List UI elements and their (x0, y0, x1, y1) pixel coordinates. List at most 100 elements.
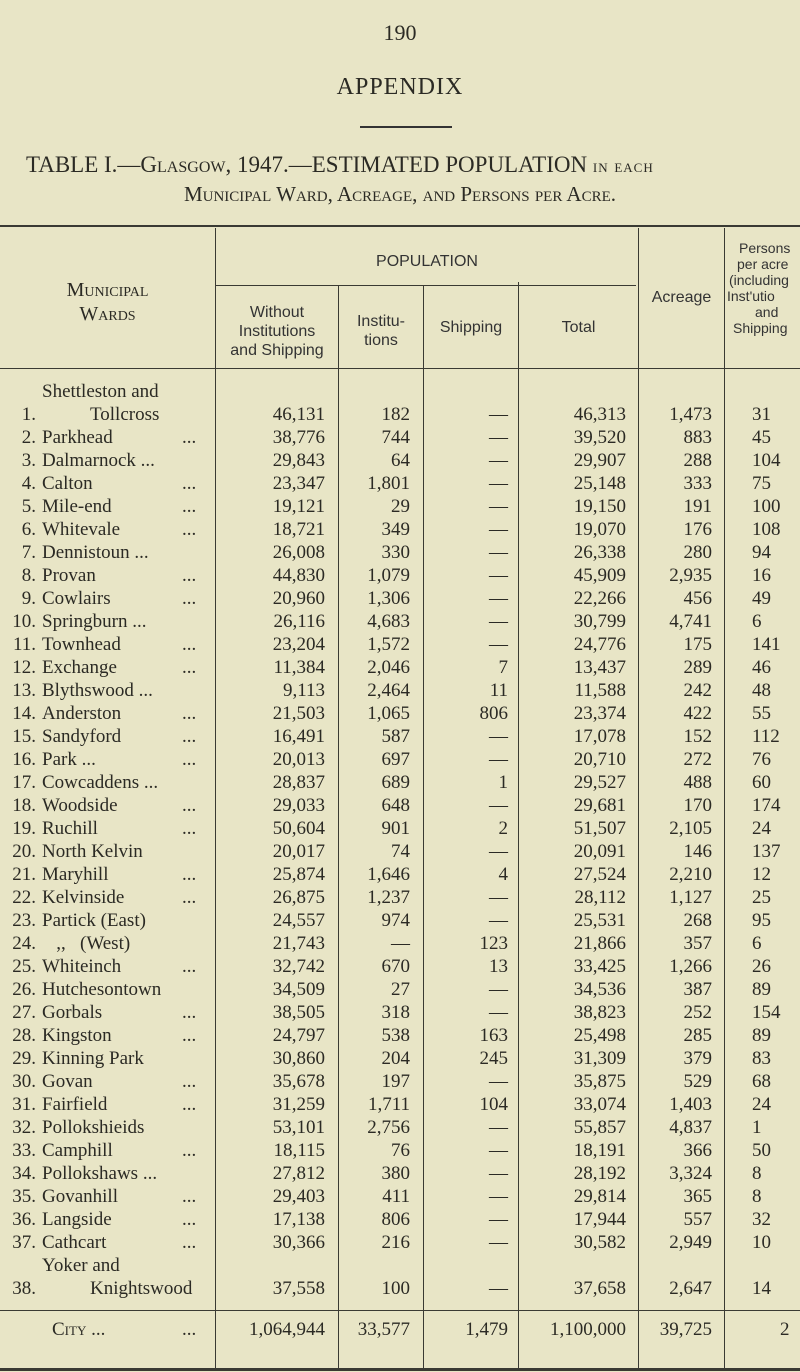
cell-dots: ... (182, 864, 197, 885)
city-total-row: City ... ... 1,064,944 33,577 1,479 1,10… (0, 1318, 800, 1342)
cell-acreage: 272 (683, 749, 713, 770)
cell-shipping: — (489, 1117, 508, 1138)
cell-without: 23,347 (272, 473, 325, 494)
cell-name: Parkhead (42, 427, 113, 448)
header-text: tions (364, 332, 398, 349)
cell-shipping: — (489, 542, 508, 563)
cell-institutions: 216 (381, 1232, 411, 1253)
cell-acreage: 357 (683, 933, 713, 954)
cell-acreage: 2,210 (669, 864, 712, 885)
cell-institutions: 689 (381, 772, 411, 793)
cell-shipping: — (489, 910, 508, 931)
cell-num: 22. (12, 887, 36, 908)
cell-acreage: 387 (683, 979, 713, 1000)
cell-total: 37,658 (573, 1278, 626, 1299)
header-text: Institu- (356, 313, 405, 330)
cell-total: 20,710 (573, 749, 626, 770)
cell-without: 20,017 (272, 841, 325, 862)
cell-without: 38,776 (272, 427, 325, 448)
cell-without: 23,204 (272, 634, 325, 655)
city-shipping: 1,479 (465, 1319, 508, 1340)
table-row: 29. Kinning Park 30,860 204 245 31,309 379 83 (0, 1047, 800, 1070)
cell-acreage: 1,127 (669, 887, 712, 908)
cell-acreage: 4,837 (669, 1117, 712, 1138)
cell-without: 11,384 (273, 657, 325, 678)
cell-dots: ... (182, 634, 197, 655)
cell-dots: ... (182, 795, 197, 816)
header-population: POPULATION (376, 253, 478, 270)
cell-institutions: 74 (391, 841, 410, 862)
header-total: Total (561, 319, 596, 336)
cell-shipping: 2 (498, 818, 509, 839)
cell-persons: 16 (752, 565, 771, 586)
table-bottom-rule (0, 1368, 800, 1371)
cell-total: 33,074 (573, 1094, 626, 1115)
table-row: 3. Dalmarnock ... 29,843 64 — 29,907 288 104 (0, 449, 800, 472)
cell-total: 29,814 (573, 1186, 626, 1207)
cell-total: 39,520 (573, 427, 626, 448)
cell-total: 38,823 (573, 1002, 626, 1023)
header-text: Inst'utio (727, 288, 775, 304)
table-row: 6. Whitevale... 18,721 349 — 19,070 176 108 (0, 518, 800, 541)
cell-name: Pollokshieids (42, 1117, 145, 1138)
table-row: 27. Gorbals... 38,505 318 — 38,823 252 154 (0, 1001, 800, 1024)
cell-shipping: 104 (479, 1094, 509, 1115)
cell-without: 29,403 (272, 1186, 325, 1207)
cell-dots: ... (182, 956, 197, 977)
cell-persons: 6 (752, 933, 762, 954)
cell-shipping: — (489, 979, 508, 1000)
cell-acreage: 146 (683, 841, 713, 862)
cell-institutions: 1,237 (367, 887, 410, 908)
cell-persons: 154 (752, 1002, 781, 1023)
cell-name: Provan (42, 565, 96, 586)
cell-name: Pollokshaws ... (42, 1163, 158, 1184)
cell-persons: 174 (752, 795, 781, 816)
cell-total: 31,309 (573, 1048, 626, 1069)
cell-acreage: 365 (683, 1186, 713, 1207)
city-institutions: 33,577 (357, 1319, 410, 1340)
cell-dots: ... (182, 1071, 197, 1092)
cell-num: 21. (12, 864, 36, 885)
cell-num: 27. (12, 1002, 36, 1023)
cell-total: 26,338 (573, 542, 626, 563)
cell-without: 24,557 (272, 910, 325, 931)
table-row: 30. Govan... 35,678 197 — 35,875 529 68 (0, 1070, 800, 1093)
cell-dots: ... (182, 1209, 197, 1230)
cell-persons: 89 (752, 979, 771, 1000)
cell-shipping: — (489, 1186, 508, 1207)
cell-total: 19,070 (573, 519, 626, 540)
table-row: 16. Park ...... 20,013 697 — 20,710 272 76 (0, 748, 800, 771)
page-number: 190 (383, 20, 417, 45)
cell-acreage: 176 (683, 519, 713, 540)
cell-acreage: 1,266 (669, 956, 712, 977)
cell-total: 28,192 (573, 1163, 626, 1184)
cell-institutions: 64 (391, 450, 410, 471)
cell-persons: 50 (752, 1140, 771, 1161)
cell-num: 28. (12, 1025, 36, 1046)
cell-without: 19,121 (272, 496, 325, 517)
cell-name: Shettleston and (42, 381, 159, 402)
cell-num: 11. (12, 634, 36, 655)
cell-total: 33,425 (573, 956, 626, 977)
cell-acreage: 242 (683, 680, 713, 701)
table-row: 5. Mile-end... 19,121 29 — 19,150 191 100 (0, 495, 800, 518)
cell-dots: ... (182, 473, 197, 494)
table-row: 18. Woodside... 29,033 648 — 29,681 170 174 (0, 794, 800, 817)
header-without: Without Institutions and Shipping (216, 303, 338, 360)
cell-institutions: 648 (381, 795, 411, 816)
cell-institutions: 204 (381, 1048, 411, 1069)
cell-num: 1. (21, 404, 36, 425)
cell-institutions: 380 (381, 1163, 411, 1184)
cell-institutions: 1,711 (367, 1094, 410, 1115)
cell-shipping: — (489, 887, 508, 908)
cell-persons: 14 (752, 1278, 771, 1299)
cell-persons: 60 (752, 772, 771, 793)
cell-institutions: 1,065 (367, 703, 410, 724)
cell-num: 24. (12, 933, 36, 954)
cell-institutions: 1,572 (367, 634, 410, 655)
cell-num: 10. (12, 611, 36, 632)
population-rule (216, 285, 636, 286)
cell-num: 5. (21, 496, 36, 517)
cell-persons: 1 (752, 1117, 762, 1138)
table-row: 28. Kingston... 24,797 538 163 25,498 285 89 (0, 1024, 800, 1047)
